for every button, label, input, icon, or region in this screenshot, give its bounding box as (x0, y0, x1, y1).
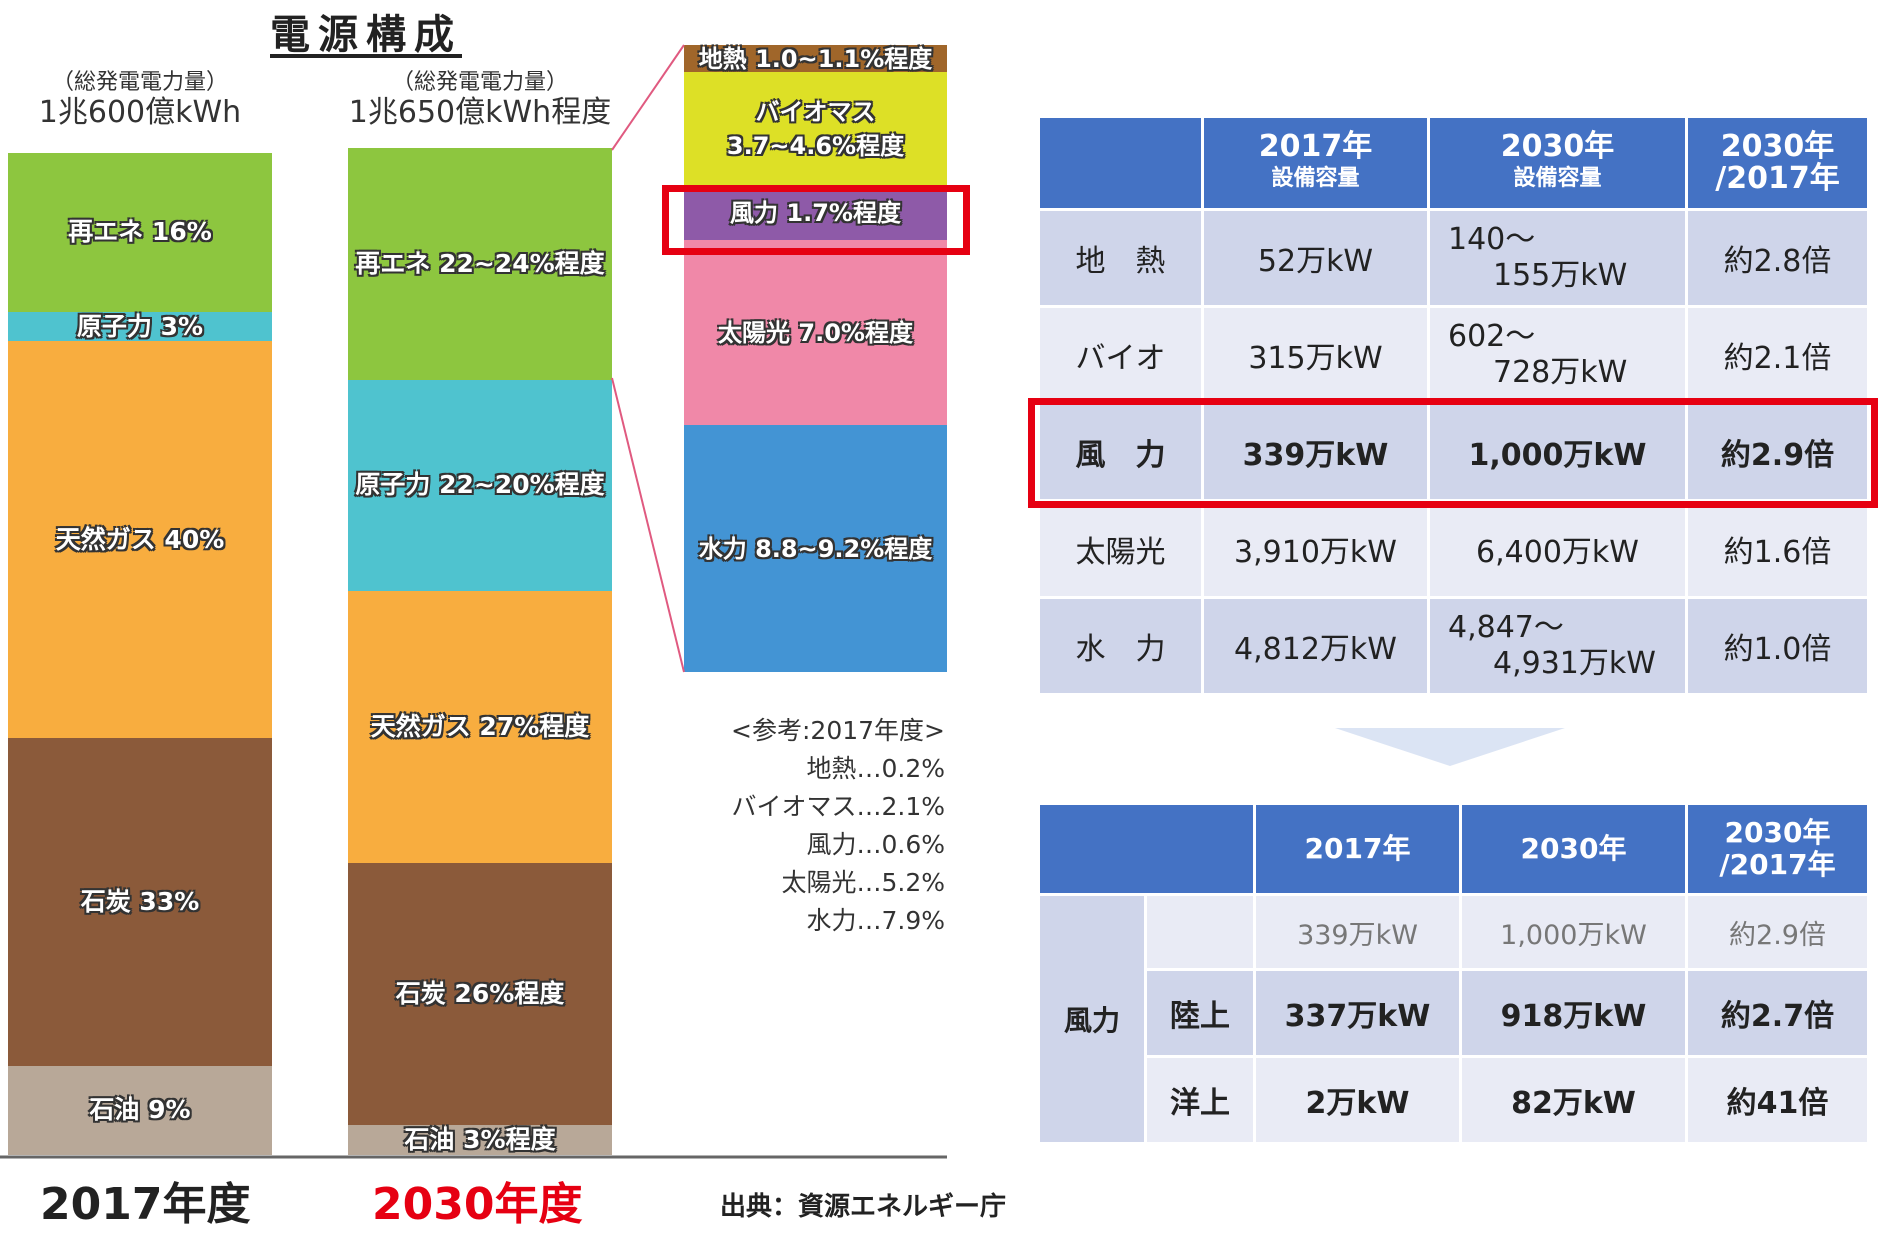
cell-name: 洋上 (1147, 1058, 1253, 1142)
table-row: 水 力 4,812万kW 4,847～ 4,931万kW 約1.0倍 (1040, 599, 1867, 693)
segment-バイオマス: バイオマス 3.7~4.6%程度 (684, 72, 947, 185)
bar-2017-subtitle: （総発電電力量） 1兆600億kWh (8, 68, 272, 128)
cell-total-ratio: 約2.9倍 (1688, 896, 1867, 968)
table-row: 風 力 339万kW 1,000万kW 約2.9倍 (1040, 405, 1867, 499)
header-main: 2030年 (1500, 129, 1615, 164)
cell-c2030: 918万kW (1462, 971, 1685, 1055)
segment-地熱: 地熱 1.0~1.1%程度 (684, 45, 947, 73)
range-to: 728万kW (1493, 355, 1628, 390)
header-cell (1040, 118, 1201, 208)
segment-原子力: 原子力 3% (8, 312, 272, 342)
cell-source: 太陽光 (1040, 502, 1201, 596)
header-cell: 2030年 (1462, 805, 1685, 893)
cell-ratio: 約2.1倍 (1688, 308, 1867, 402)
segment-石炭: 石炭 26%程度 (348, 862, 612, 1125)
cell-2030: 6,400万kW (1430, 502, 1685, 596)
label-2030: 2030年度 (372, 1179, 583, 1230)
total: 1兆650億kWh程度 (348, 95, 612, 130)
table-row: 洋上 2万kW 82万kW 約41倍 (1040, 1058, 1867, 1142)
segment-太陽光: 太陽光 7.0%程度 (684, 240, 947, 425)
cell-total-c2030: 1,000万kW (1462, 896, 1685, 968)
reference-item: 地熱…0.2% (806, 754, 945, 783)
segment-水力: 水力 8.8~9.2%程度 (684, 425, 947, 672)
header-cell: 2030年 設備容量 (1430, 118, 1685, 208)
cell-2030: 140～ 155万kW (1430, 211, 1685, 305)
header-sub: 設備容量 (1513, 166, 1602, 191)
highlight-box-wind (662, 185, 970, 255)
table-row: 陸上 337万kW 918万kW 約2.7倍 (1040, 971, 1867, 1055)
reference-item: 水力…7.9% (806, 906, 945, 935)
table-row: 地 熱 52万kW 140～ 155万kW 約2.8倍 (1040, 211, 1867, 305)
cell-2030: 1,000万kW (1430, 405, 1685, 499)
chart-title: 電源構成 (270, 12, 462, 58)
cell-2017: 339万kW (1204, 405, 1427, 499)
range-from: 602～ (1448, 319, 1536, 354)
group-label: 風力 (1040, 896, 1144, 1142)
reference-item: バイオマス…2.1% (731, 792, 945, 821)
cell-2017: 3,910万kW (1204, 502, 1427, 596)
segment-原子力: 原子力 22~20%程度 (348, 379, 612, 592)
cell-ratio: 約2.8倍 (1688, 211, 1867, 305)
capacity-table: 2017年 設備容量 2030年 設備容量 2030年 /2017年地 熱 52万kW 14… (1037, 115, 1870, 696)
table-row: バイオ 315万kW 602～ 728万kW 約2.1倍 (1040, 308, 1867, 402)
reference-title: <参考:2017年度> (731, 716, 945, 745)
header-main: 2017年 (1258, 129, 1373, 164)
cell-ratio: 約2.9倍 (1688, 405, 1867, 499)
connector-bottom (611, 377, 685, 673)
table-row: 太陽光 3,910万kW 6,400万kW 約1.6倍 (1040, 502, 1867, 596)
cell-blank (1147, 896, 1253, 968)
segment-石炭: 石炭 33% (8, 738, 272, 1066)
range-from: 140～ (1448, 222, 1536, 257)
cell-ratio: 約1.0倍 (1688, 599, 1867, 693)
range-to: 155万kW (1493, 258, 1628, 293)
cell-2030: 602～ 728万kW (1430, 308, 1685, 402)
connector-top (611, 44, 685, 151)
segment-石油: 石油 3%程度 (348, 1124, 612, 1155)
range-from: 4,847～ (1448, 610, 1564, 645)
reference-item: 風力…0.6% (806, 830, 945, 859)
highlight-box-wind-row (1028, 398, 1878, 508)
header-main: 2030年 /2017年 (1715, 129, 1840, 196)
cell-2030: 4,847～ 4,931万kW (1430, 599, 1685, 693)
cell-source: 風 力 (1040, 405, 1201, 499)
label-2017: 2017年度 (40, 1179, 251, 1230)
subtitle: （総発電電力量） (51, 70, 228, 95)
segment-天然ガス: 天然ガス 27%程度 (348, 591, 612, 863)
range-to: 4,931万kW (1493, 646, 1656, 681)
segment-石油: 石油 9% (8, 1065, 272, 1155)
segment-天然ガス: 天然ガス 40% (8, 341, 272, 739)
header-sub: 設備容量 (1271, 166, 1360, 191)
cell-2017: 52万kW (1204, 211, 1427, 305)
header-cell: 2030年 /2017年 (1688, 118, 1867, 208)
source-note: 出典：資源エネルギー庁 (720, 1192, 1007, 1222)
reference-item: 太陽光…5.2% (781, 868, 945, 897)
segment-再エネ: 再エネ 22~24%程度 (348, 148, 612, 380)
cell-c2017: 2万kW (1256, 1058, 1459, 1142)
cell-c2030: 82万kW (1462, 1058, 1685, 1142)
cell-source: 地 熱 (1040, 211, 1201, 305)
segment-風力: 風力 1.7%程度 (684, 185, 947, 240)
cell-source: 水 力 (1040, 599, 1201, 693)
header-cell: 2030年 /2017年 (1688, 805, 1867, 893)
total: 1兆600億kWh (38, 95, 242, 130)
cell-ratio: 約2.7倍 (1688, 971, 1867, 1055)
cell-ratio: 約1.6倍 (1688, 502, 1867, 596)
header-cell: 2017年 (1256, 805, 1459, 893)
cell-ratio: 約41倍 (1688, 1058, 1867, 1142)
cell-2017: 315万kW (1204, 308, 1427, 402)
down-arrow-icon (1335, 728, 1565, 766)
cell-source: バイオ (1040, 308, 1201, 402)
reference-2017: <参考:2017年度> 地熱…0.2% バイオマス…2.1% 風力…0.6% 太陽光…… (700, 712, 945, 940)
bar-2030-subtitle: （総発電電力量） 1兆650億kWh程度 (340, 68, 620, 128)
segment-再エネ: 再エネ 16% (8, 153, 272, 312)
wind-breakdown-table: 2017年 2030年 2030年 /2017年風力 339万kW 1,000万kW 約2… (1037, 802, 1870, 1145)
header-cell: 2017年 設備容量 (1204, 118, 1427, 208)
cell-name: 陸上 (1147, 971, 1253, 1055)
cell-2017: 4,812万kW (1204, 599, 1427, 693)
cell-c2017: 337万kW (1256, 971, 1459, 1055)
cell-total-c2017: 339万kW (1256, 896, 1459, 968)
subtitle: （総発電電力量） (391, 70, 568, 95)
header-cell (1040, 805, 1253, 893)
